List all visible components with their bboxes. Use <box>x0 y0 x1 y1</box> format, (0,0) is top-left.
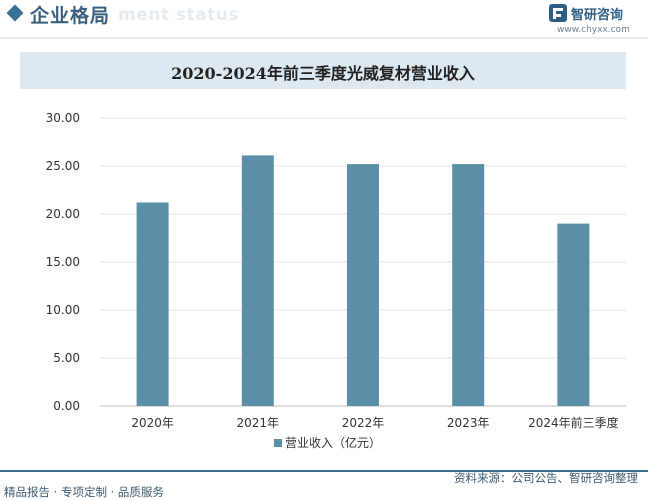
x-tick-label: 2022年 <box>342 416 385 430</box>
x-tick-label: 2021年 <box>237 416 280 430</box>
section-title: 企业格局 <box>30 5 111 27</box>
y-tick-label: 25.00 <box>46 159 80 173</box>
legend-swatch <box>274 439 282 447</box>
bar <box>557 223 590 406</box>
chart-title-band: 2020-2024年前三季度光威复材营业收入 <box>20 52 626 89</box>
bar <box>347 164 379 406</box>
legend-label: 营业收入（亿元） <box>285 435 381 450</box>
bar-chart: 0.00 5.00 10.00 15.00 20.00 25.00 30.00 2020年 20… <box>46 111 626 450</box>
bar <box>136 202 169 406</box>
x-tick-label: 2023年 <box>447 416 490 430</box>
y-tick-label: 20.00 <box>46 207 80 221</box>
bar <box>241 155 274 406</box>
y-tick-label: 10.00 <box>46 303 80 317</box>
brand-logo-icon <box>549 4 567 22</box>
footer-divider <box>0 470 648 472</box>
brand-url: www.chyxx.com <box>557 25 630 35</box>
brand-logo: 智研咨询 www.chyxx.com <box>548 3 644 37</box>
section-watermark: ment status <box>118 5 239 25</box>
y-tick-label: 15.00 <box>46 255 80 269</box>
y-tick-label: 5.00 <box>53 351 80 365</box>
x-tick-label: 2024年前三季度 <box>528 415 619 430</box>
brand-name: 智研咨询 <box>571 8 624 23</box>
bar <box>452 164 485 406</box>
y-tick-label: 30.00 <box>46 111 80 125</box>
chart-title: 2020-2024年前三季度光威复材营业收入 <box>171 64 475 83</box>
x-tick-label: 2020年 <box>131 416 174 430</box>
source-note: 资料来源：公司公告、智研咨询整理 <box>454 471 638 485</box>
footer-tagline: 精品报告 · 专项定制 · 品质服务 <box>4 485 164 499</box>
y-tick-label: 0.00 <box>53 399 80 413</box>
header: 企业格局 ment status 智研咨询 www.chyxx.com <box>0 0 648 39</box>
header-divider <box>0 37 648 39</box>
